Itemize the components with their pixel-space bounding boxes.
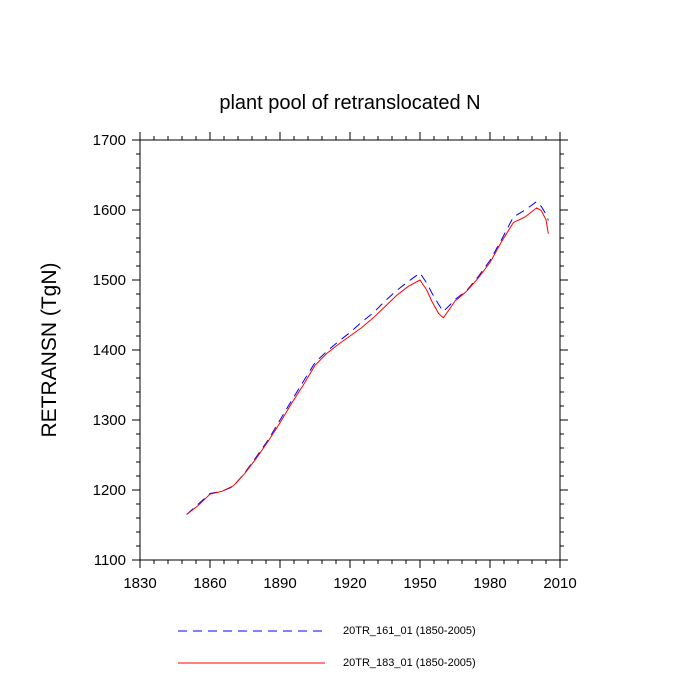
x-tick-label: 1980 [473,575,506,592]
legend: 20TR_161_01 (1850-2005) 20TR_183_01 (185… [178,625,476,669]
x-tick-label: 1890 [263,575,296,592]
x-tick-label: 1860 [193,575,226,592]
y-tick-label: 1400 [93,342,126,359]
y-tick-label: 1100 [94,552,126,569]
y-tick-label: 1500 [93,272,126,289]
series-line-2 [186,207,549,515]
minor-ticks [136,136,564,564]
x-tick-labels: 1830 1860 1890 1920 1950 1980 2010 [123,575,576,592]
series-line-1 [186,201,549,515]
series-lines [186,201,549,515]
x-tick-label: 2010 [543,575,576,592]
x-tick-label: 1920 [333,575,366,592]
plot-frame [139,139,561,561]
y-tick-label: 1200 [93,482,126,499]
y-axis-label: RETRANSN (TgN) [38,262,61,437]
x-tick-label: 1950 [403,575,436,592]
major-ticks [132,132,568,568]
chart-title: plant pool of retranslocated N [219,92,480,114]
legend-label-series-1: 20TR_161_01 (1850-2005) [343,625,476,637]
y-tick-label: 1600 [93,202,126,219]
legend-label-series-2: 20TR_183_01 (1850-2005) [343,657,476,669]
x-tick-label: 1830 [123,575,156,592]
y-tick-label: 1300 [93,412,126,429]
y-tick-label: 1700 [93,132,126,149]
y-tick-labels: 1100 1200 1300 1400 1500 1600 1700 [93,132,126,569]
